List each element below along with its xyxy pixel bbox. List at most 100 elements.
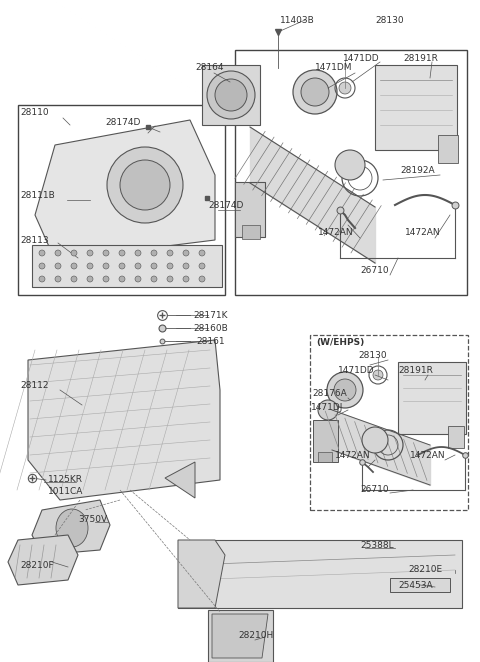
Text: 28164: 28164: [195, 62, 224, 71]
Circle shape: [103, 250, 109, 256]
Polygon shape: [32, 500, 110, 555]
Circle shape: [39, 250, 45, 256]
Text: 28161: 28161: [196, 336, 225, 346]
Circle shape: [119, 263, 125, 269]
Circle shape: [103, 276, 109, 282]
Text: 28210H: 28210H: [238, 630, 273, 639]
Circle shape: [39, 276, 45, 282]
Circle shape: [207, 71, 255, 119]
Text: 26710: 26710: [360, 485, 389, 495]
Text: 1471DD: 1471DD: [338, 365, 374, 375]
Circle shape: [55, 276, 61, 282]
Circle shape: [107, 147, 183, 223]
Polygon shape: [28, 340, 220, 500]
Text: 28176A: 28176A: [312, 389, 347, 397]
Text: 28192A: 28192A: [400, 166, 434, 175]
Polygon shape: [212, 614, 268, 658]
Circle shape: [120, 160, 170, 210]
Circle shape: [135, 276, 141, 282]
Circle shape: [39, 263, 45, 269]
Bar: [202, 65, 260, 125]
Text: 28210F: 28210F: [20, 561, 54, 569]
Circle shape: [167, 250, 173, 256]
Ellipse shape: [56, 509, 88, 547]
Circle shape: [215, 79, 247, 111]
Text: 1471DD: 1471DD: [343, 54, 380, 62]
Text: 1472AN: 1472AN: [335, 451, 371, 459]
Circle shape: [362, 427, 388, 453]
Circle shape: [87, 263, 93, 269]
Bar: [318, 452, 332, 462]
Circle shape: [373, 370, 383, 380]
Circle shape: [199, 276, 205, 282]
Circle shape: [339, 82, 351, 94]
Circle shape: [151, 263, 157, 269]
Circle shape: [151, 276, 157, 282]
Polygon shape: [165, 462, 195, 498]
Bar: [390, 578, 450, 592]
Circle shape: [167, 276, 173, 282]
Circle shape: [335, 150, 365, 180]
Text: 28191R: 28191R: [403, 54, 438, 62]
Text: 1471DJ: 1471DJ: [311, 402, 343, 412]
Text: 1472AN: 1472AN: [318, 228, 354, 236]
Circle shape: [135, 250, 141, 256]
Bar: [398, 362, 466, 434]
Polygon shape: [178, 540, 225, 608]
Text: 1472AN: 1472AN: [410, 451, 445, 459]
Circle shape: [327, 372, 363, 408]
Bar: [32, 245, 222, 287]
Circle shape: [119, 276, 125, 282]
Circle shape: [183, 250, 189, 256]
Circle shape: [71, 276, 77, 282]
Text: 11403B: 11403B: [280, 15, 315, 24]
Bar: [438, 135, 458, 163]
Polygon shape: [35, 120, 215, 260]
Circle shape: [135, 263, 141, 269]
Circle shape: [87, 276, 93, 282]
Text: 1125KR: 1125KR: [48, 475, 83, 485]
Bar: [235, 50, 467, 295]
Polygon shape: [8, 535, 78, 585]
Bar: [208, 610, 273, 662]
Text: 25388L: 25388L: [360, 540, 394, 549]
Text: 28210E: 28210E: [408, 565, 442, 575]
Bar: [310, 335, 468, 510]
Circle shape: [167, 263, 173, 269]
Text: 3750V: 3750V: [78, 516, 107, 524]
Circle shape: [183, 276, 189, 282]
Bar: [178, 540, 462, 608]
Text: 28191R: 28191R: [398, 365, 433, 375]
Text: 28174D: 28174D: [105, 117, 140, 126]
Text: 25453A: 25453A: [398, 581, 432, 589]
Text: 1011CA: 1011CA: [48, 487, 84, 496]
Text: 28174D: 28174D: [208, 201, 243, 209]
Bar: [18, 105, 225, 295]
Text: 28110: 28110: [20, 107, 48, 117]
Bar: [448, 426, 464, 448]
Circle shape: [87, 250, 93, 256]
Bar: [235, 182, 265, 237]
Text: 28160B: 28160B: [193, 324, 228, 332]
Circle shape: [71, 263, 77, 269]
Circle shape: [334, 379, 356, 401]
Text: 28171K: 28171K: [193, 310, 228, 320]
Text: 28130: 28130: [358, 350, 386, 359]
Text: 1471DM: 1471DM: [315, 62, 352, 71]
Bar: [313, 420, 338, 462]
Circle shape: [55, 250, 61, 256]
Text: 28111B: 28111B: [20, 191, 55, 199]
Text: (W/EHPS): (W/EHPS): [316, 338, 364, 346]
Circle shape: [103, 263, 109, 269]
Circle shape: [199, 250, 205, 256]
Text: 28112: 28112: [20, 381, 48, 389]
Text: 1472AN: 1472AN: [405, 228, 441, 236]
Bar: [375, 65, 457, 150]
Circle shape: [318, 400, 338, 420]
Circle shape: [199, 263, 205, 269]
Circle shape: [293, 70, 337, 114]
Circle shape: [119, 250, 125, 256]
Text: 28113: 28113: [20, 236, 48, 244]
Text: 26710: 26710: [360, 265, 389, 275]
Circle shape: [151, 250, 157, 256]
